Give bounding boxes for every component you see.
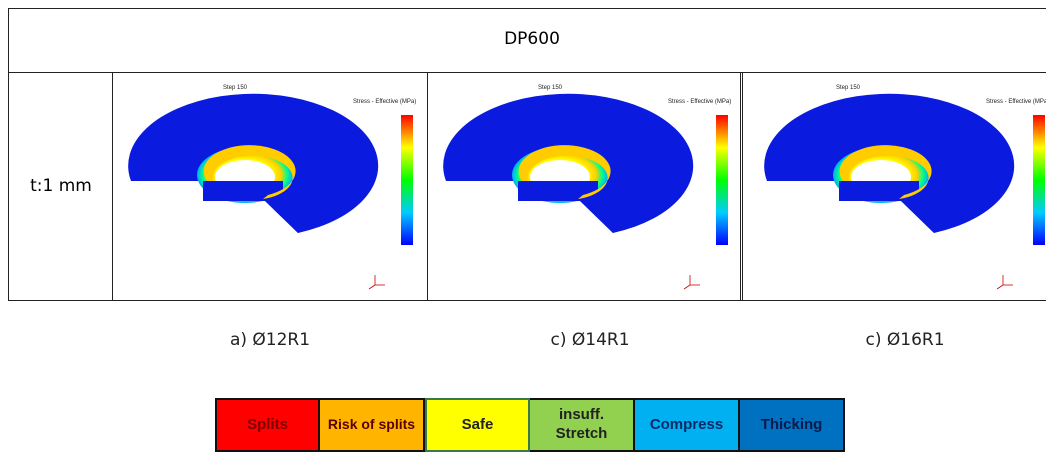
simulation-image: Step 150 Stress - Effective (MPa)	[428, 73, 740, 298]
step-label: Step 150	[836, 85, 861, 91]
colorbar	[1033, 115, 1045, 245]
image-cell: Step 150 Stress - Effective (MPa)	[112, 72, 428, 301]
legend-item: Risk of splits	[320, 398, 425, 452]
image-cell: Step 150 Stress - Effective (MPa)	[740, 72, 1046, 301]
colorbar-title: Stress - Effective (MPa)	[668, 99, 731, 105]
caption: a) Ø12R1	[170, 330, 370, 350]
step-label: Step 150	[538, 85, 563, 91]
header-cell: DP600	[8, 8, 1046, 73]
colorbar-title: Stress - Effective (MPa)	[986, 99, 1046, 105]
axis-triad	[997, 275, 1013, 289]
axis-triad	[369, 275, 385, 289]
legend-item: Compress	[635, 398, 740, 452]
axis-triad	[684, 275, 700, 289]
header-title: DP600	[9, 29, 1046, 49]
colorbar-title: Stress - Effective (MPa)	[353, 99, 416, 105]
simulation-image: Step 150 Stress - Effective (MPa)	[741, 73, 1046, 298]
legend-item: insuff. Stretch	[530, 398, 635, 452]
colorbar	[401, 115, 413, 245]
caption: c) Ø16R1	[805, 330, 1005, 350]
deformed-part	[443, 94, 693, 233]
legend-item: Safe	[425, 398, 530, 452]
page: DP600 t:1 mm Step 150 Stress - Effective…	[0, 0, 1046, 453]
row-label: t:1 mm	[9, 176, 113, 196]
image-cell: Step 150 Stress - Effective (MPa)	[427, 72, 743, 301]
step-label: Step 150	[223, 85, 248, 91]
legend-item: Splits	[215, 398, 320, 452]
row-label-cell: t:1 mm	[8, 72, 113, 301]
legend-item: Thicking	[740, 398, 845, 452]
deformed-part	[128, 94, 378, 233]
colorbar	[716, 115, 728, 245]
caption: c) Ø14R1	[490, 330, 690, 350]
deformed-part	[764, 94, 1014, 233]
simulation-image: Step 150 Stress - Effective (MPa)	[113, 73, 425, 298]
